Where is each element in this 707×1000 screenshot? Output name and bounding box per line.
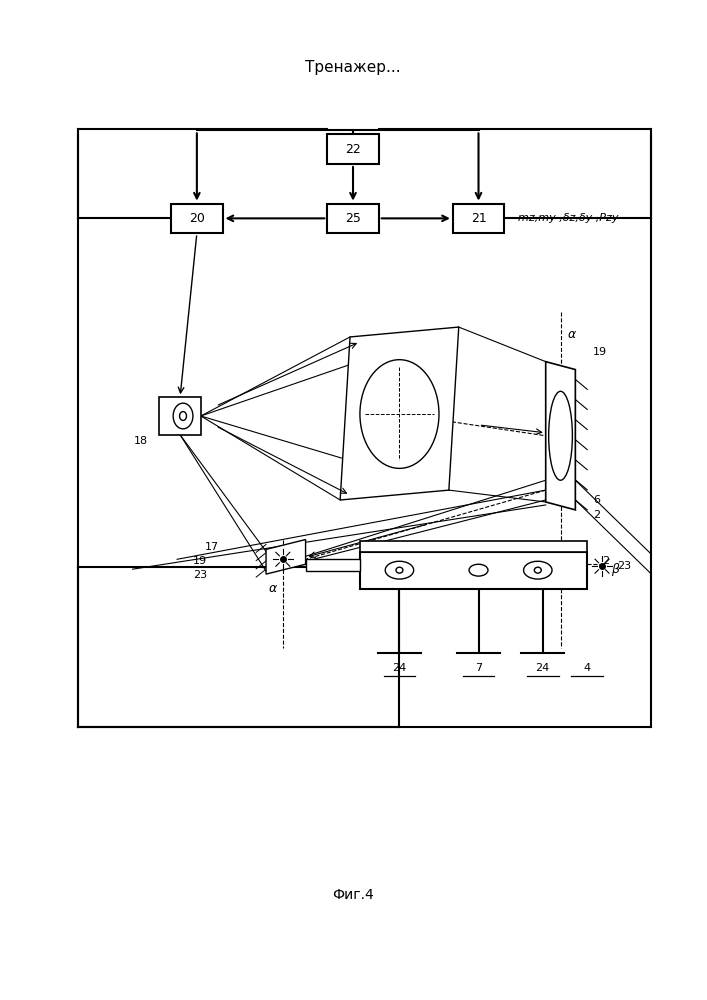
Text: 23: 23 (617, 561, 631, 571)
Ellipse shape (180, 412, 187, 420)
Ellipse shape (469, 564, 488, 576)
Ellipse shape (549, 391, 573, 480)
Polygon shape (340, 327, 459, 500)
Text: 4: 4 (584, 663, 591, 673)
Ellipse shape (534, 567, 542, 573)
Text: α: α (568, 328, 575, 341)
Text: α: α (269, 582, 277, 595)
Bar (327, 134, 379, 164)
Bar (171, 204, 223, 233)
Text: 17: 17 (204, 542, 218, 552)
Text: Фиг.4: Фиг.4 (332, 888, 374, 902)
Bar (305, 559, 360, 571)
Text: β: β (611, 563, 619, 576)
Text: 7: 7 (475, 663, 482, 673)
Text: 20: 20 (189, 212, 205, 225)
Polygon shape (266, 540, 305, 574)
Text: Тренажер...: Тренажер... (305, 60, 401, 75)
Bar (360, 552, 588, 589)
Text: 19: 19 (193, 556, 207, 566)
Bar (452, 204, 504, 233)
Ellipse shape (173, 403, 193, 429)
Text: 21: 21 (471, 212, 486, 225)
Text: 23: 23 (193, 570, 207, 580)
Text: 19: 19 (593, 347, 607, 357)
Text: 25: 25 (345, 212, 361, 225)
Polygon shape (546, 362, 575, 510)
Bar (327, 204, 379, 233)
Ellipse shape (385, 561, 414, 579)
Text: 6: 6 (593, 495, 600, 505)
Ellipse shape (360, 360, 439, 468)
Text: 24: 24 (392, 663, 407, 673)
Text: 24: 24 (536, 663, 550, 673)
Text: 2: 2 (593, 510, 600, 520)
Text: 18: 18 (134, 436, 148, 446)
Ellipse shape (396, 567, 403, 573)
Bar (360, 541, 588, 552)
Text: mz,my ,δz,δy ,Pzy: mz,my ,δz,δy ,Pzy (518, 213, 619, 223)
Bar (159, 397, 201, 435)
Text: 2: 2 (602, 556, 609, 566)
Ellipse shape (524, 561, 552, 579)
Text: 22: 22 (345, 143, 361, 156)
